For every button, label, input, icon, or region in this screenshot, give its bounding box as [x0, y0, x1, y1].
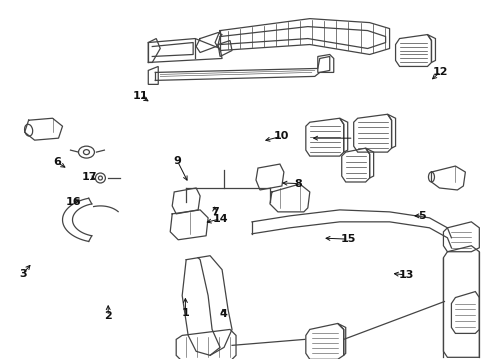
Text: 16: 16 [65, 197, 81, 207]
Text: 6: 6 [53, 157, 61, 167]
Text: 4: 4 [219, 310, 227, 319]
Text: 13: 13 [398, 270, 414, 280]
Text: 5: 5 [418, 211, 426, 221]
Text: 3: 3 [19, 269, 26, 279]
Text: 2: 2 [104, 311, 112, 321]
Text: 1: 1 [181, 308, 189, 318]
Text: 8: 8 [295, 179, 303, 189]
Text: 7: 7 [211, 207, 219, 217]
Text: 15: 15 [341, 234, 356, 244]
Text: 9: 9 [173, 156, 181, 166]
Text: 12: 12 [433, 67, 448, 77]
Text: 17: 17 [82, 172, 98, 182]
Text: 14: 14 [213, 214, 228, 224]
Text: 10: 10 [274, 131, 289, 141]
Text: 11: 11 [132, 91, 147, 101]
